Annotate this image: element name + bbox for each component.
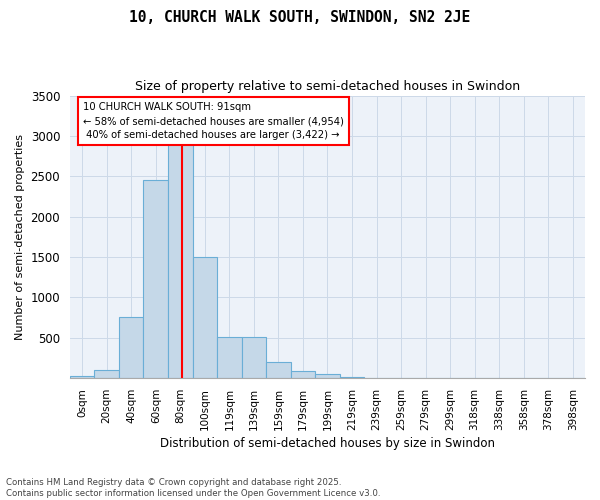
Bar [119, 317, 143, 378]
Bar [242, 337, 266, 378]
Text: 10 CHURCH WALK SOUTH: 91sqm
← 58% of semi-detached houses are smaller (4,954)
 4: 10 CHURCH WALK SOUTH: 91sqm ← 58% of sem… [83, 102, 344, 140]
Y-axis label: Number of semi-detached properties: Number of semi-detached properties [15, 134, 25, 340]
Bar [266, 362, 290, 378]
Title: Size of property relative to semi-detached houses in Swindon: Size of property relative to semi-detach… [135, 80, 520, 93]
Text: Contains HM Land Registry data © Crown copyright and database right 2025.
Contai: Contains HM Land Registry data © Crown c… [6, 478, 380, 498]
Bar [193, 257, 217, 378]
Bar [290, 371, 315, 378]
X-axis label: Distribution of semi-detached houses by size in Swindon: Distribution of semi-detached houses by … [160, 437, 495, 450]
Bar [217, 337, 242, 378]
Bar [70, 376, 94, 378]
Bar [143, 180, 168, 378]
Bar [315, 374, 340, 378]
Bar [94, 370, 119, 378]
Text: 10, CHURCH WALK SOUTH, SWINDON, SN2 2JE: 10, CHURCH WALK SOUTH, SWINDON, SN2 2JE [130, 10, 470, 25]
Bar [168, 138, 193, 378]
